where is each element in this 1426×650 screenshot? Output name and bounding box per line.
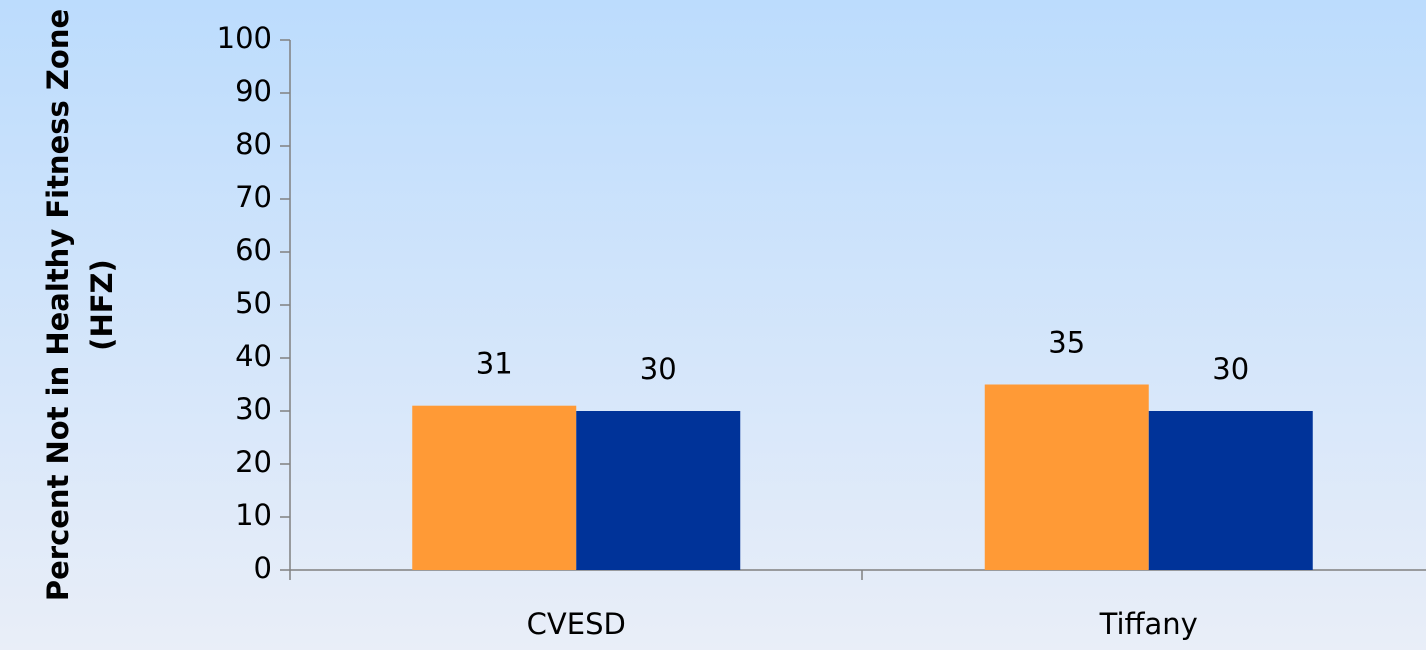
bar (984, 384, 1149, 570)
bar (1148, 411, 1313, 570)
data-label: 30 (640, 352, 677, 386)
y-tick-label: 10 (235, 498, 272, 532)
bar (576, 411, 741, 570)
y-tick-label: 20 (235, 445, 272, 479)
y-tick-label: 100 (217, 21, 272, 55)
y-tick-label: 90 (235, 74, 272, 108)
y-tick-label: 60 (235, 233, 272, 267)
data-label: 35 (1048, 326, 1085, 360)
y-tick-label: 40 (235, 339, 272, 373)
y-tick-label: 0 (254, 551, 272, 585)
y-tick-label: 80 (235, 127, 272, 161)
bar (412, 405, 577, 570)
y-tick-label: 50 (235, 286, 272, 320)
y-tick-label: 70 (235, 180, 272, 214)
y-tick-label: 30 (235, 392, 272, 426)
x-tick-label: Tiffany (1099, 607, 1198, 641)
x-tick-label: CVESD (527, 607, 626, 641)
data-label: 30 (1212, 352, 1249, 386)
data-label: 31 (476, 347, 513, 381)
